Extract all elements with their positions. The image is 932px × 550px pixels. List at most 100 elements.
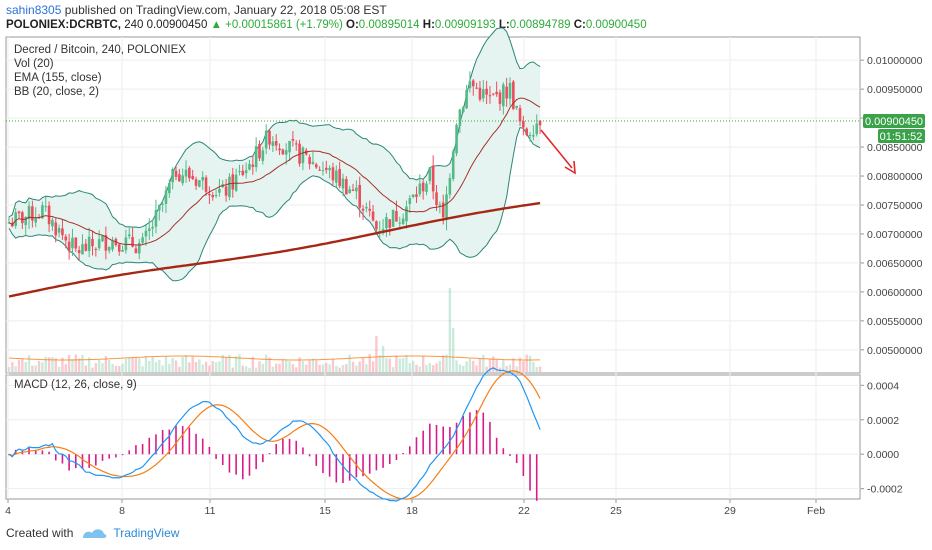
volume-bar-120	[408, 363, 411, 372]
candle-body-43	[151, 226, 154, 229]
volume-bar-109	[371, 361, 375, 372]
candle-body-135	[458, 109, 462, 126]
volume-bar-94	[321, 364, 325, 372]
candle-body-91	[311, 161, 315, 164]
volume-bar-51	[178, 366, 181, 372]
bb-lower-line	[8, 127, 541, 282]
candle-body-56	[194, 179, 198, 186]
candle-body-95	[325, 167, 328, 170]
candle-body-74	[254, 146, 258, 168]
candle-body-143	[485, 88, 488, 95]
candle-body-100	[341, 178, 345, 189]
volume-bar-47	[164, 356, 168, 372]
candle-body-72	[248, 163, 251, 170]
candle-body-129	[438, 204, 442, 206]
candle-body-94	[321, 170, 325, 172]
volume-bar-55	[191, 356, 194, 372]
macd-hist-bar-32	[115, 454, 117, 458]
candle-body-38	[134, 248, 138, 254]
candle-body-153	[518, 108, 522, 122]
candle-body-59	[204, 177, 208, 192]
price-tick-label-1: 0.00950000	[867, 84, 923, 96]
candle-body-4	[21, 212, 24, 224]
macd-hist-bar-20	[75, 454, 77, 469]
price-tick-label-10: 0.00500000	[867, 345, 923, 357]
volume-bar-148	[502, 359, 505, 372]
macd-hist-bar-48	[168, 429, 171, 455]
candle-body-109	[371, 211, 375, 221]
volume-bar-99	[338, 367, 341, 372]
volume-bar-140	[475, 365, 478, 372]
candle-body-141	[478, 87, 482, 100]
candle-body-73	[251, 164, 255, 167]
macd-hist-bar-124	[422, 430, 424, 455]
volume-bar-85	[291, 364, 295, 372]
volume-bar-136	[462, 365, 465, 372]
macd-hist-bar-134	[455, 422, 458, 455]
volume-bar-73	[251, 356, 255, 372]
author-link[interactable]: sahin8305	[6, 3, 62, 17]
tradingview-brand-link[interactable]: TradingView	[113, 526, 180, 540]
candle-body-69	[238, 171, 241, 173]
macd-hist-bar-8	[34, 449, 37, 455]
candle-body-53	[184, 169, 188, 177]
candle-body-84	[288, 140, 291, 153]
volume-bar-96	[328, 364, 331, 372]
candle-body-80	[274, 141, 278, 146]
macd-pane	[8, 367, 541, 502]
candle-body-155	[525, 128, 528, 136]
volume-bar-40	[141, 366, 144, 372]
macd-tick-label-2: 0.0000	[867, 449, 899, 461]
macd-hist-bar-94	[322, 454, 324, 474]
candle-body-149	[505, 86, 508, 99]
macd-hist-bar-44	[155, 434, 157, 455]
volume-bar-105	[358, 361, 361, 372]
candle-body-108	[368, 208, 372, 211]
macd-hist-bar-90	[308, 454, 311, 457]
macd-hist-bar-64	[221, 454, 224, 465]
volume-bar-67	[231, 367, 234, 372]
volume-bar-43	[151, 356, 154, 372]
low-value: 0.00894789	[509, 19, 571, 31]
volume-bar-53	[184, 355, 188, 372]
candle-body-8	[34, 217, 38, 223]
volume-bar-33	[118, 366, 121, 372]
macd-hist-bar-62	[215, 454, 217, 459]
volume-bar-135	[458, 364, 462, 372]
x-tick-label-2: 11	[205, 505, 216, 517]
candle-body-61	[211, 194, 215, 198]
candle-body-17	[64, 236, 68, 241]
macd-hist-bar-60	[208, 446, 211, 455]
price-tick-label-9: 0.00550000	[867, 316, 923, 328]
volume-bar-4	[21, 359, 24, 372]
price-change: +0.00015861 (+1.79%)	[225, 19, 343, 31]
price-badge-bg	[863, 114, 925, 128]
volume-bar-48	[168, 363, 171, 372]
candle-body-60	[208, 193, 211, 196]
volume-bar-72	[248, 367, 251, 372]
candle-body-52	[181, 175, 184, 184]
candle-body-12	[47, 205, 51, 225]
macd-hist-bar-56	[195, 433, 197, 455]
candle-body-35	[124, 237, 128, 251]
close-label: C:	[573, 19, 586, 31]
candle-body-67	[231, 174, 235, 190]
x-tick-label-7: 29	[724, 505, 736, 517]
candle-body-76	[261, 150, 265, 161]
volume-bar-144	[488, 359, 492, 372]
candle-body-22	[81, 244, 84, 255]
candle-body-93	[318, 169, 321, 171]
macd-hist-bar-10	[41, 450, 44, 455]
macd-hist-bar-50	[175, 425, 177, 455]
volume-bar-82	[281, 359, 285, 372]
volume-bar-69	[238, 354, 241, 372]
macd-hist-bar-18	[68, 454, 70, 471]
volume-bar-3	[17, 359, 21, 372]
volume-bar-2	[14, 366, 17, 372]
volume-bar-27	[97, 359, 101, 372]
volume-bar-101	[345, 364, 348, 372]
candle-body-125	[425, 183, 428, 192]
candle-body-45	[158, 205, 161, 211]
volume-bar-139	[472, 360, 475, 372]
